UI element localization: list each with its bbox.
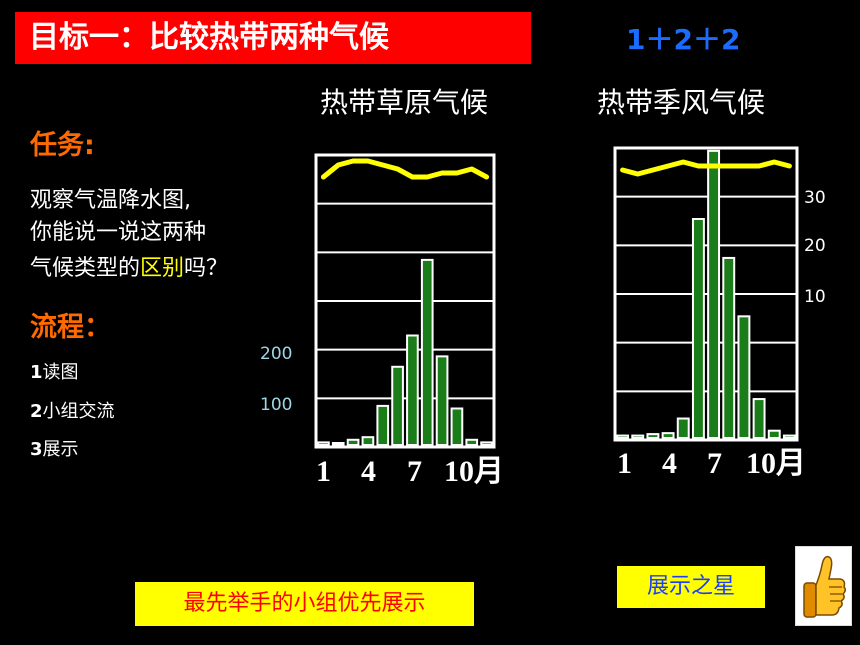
precip-bar — [767, 429, 781, 440]
score-badge: 1＋2＋2 — [626, 23, 741, 56]
highlight-difference: 区别 — [140, 256, 185, 281]
month-label: 1 — [617, 447, 632, 480]
month-label: 7 — [407, 455, 422, 488]
month-label: 1 — [316, 455, 331, 488]
precip-bar — [691, 218, 705, 439]
task-line-3: 气候类型的区别吗？ — [30, 256, 229, 281]
monsoon-climate-chart — [613, 146, 799, 442]
precip-bar — [346, 438, 360, 446]
temp-tick-30: 30 — [804, 188, 826, 208]
temp-tick-10: 10 — [804, 287, 826, 307]
chart-title-monsoon: 热带季风气候 — [597, 86, 766, 119]
precip-bar — [450, 407, 464, 446]
precip-bar — [631, 434, 645, 440]
page-title: 目标一：比较热带两种气候 — [15, 12, 531, 64]
savanna-climate-chart — [314, 153, 496, 449]
month-label: 10月 — [746, 447, 806, 480]
task-heading: 任务: — [30, 130, 95, 161]
star-label-box: 展示之星 — [617, 566, 765, 608]
task-line-2: 你能说一说这两种 — [30, 220, 207, 245]
process-step: 3展示 — [30, 439, 79, 460]
month-label: 4 — [662, 447, 677, 480]
chart-frame — [314, 153, 496, 449]
month-label: 4 — [361, 455, 376, 488]
precip-bar — [406, 334, 419, 446]
precip-bar — [782, 434, 796, 440]
precip-bar — [420, 258, 434, 446]
precip-bar — [737, 315, 751, 440]
precip-tick-100: 100 — [260, 395, 293, 415]
precip-bar — [616, 434, 630, 440]
precip-bar — [752, 398, 766, 440]
thumbs-up-icon — [795, 546, 852, 626]
precip-bar — [376, 404, 390, 446]
precip-bar — [391, 365, 404, 446]
precip-bar — [480, 441, 493, 446]
task-line-1: 观察气温降水图, — [30, 188, 191, 213]
temperature-line — [620, 159, 792, 177]
precip-bar — [676, 417, 690, 439]
precip-bar — [646, 433, 660, 439]
process-step: 1读图 — [30, 362, 79, 383]
chart-frame — [613, 146, 799, 442]
month-label: 7 — [707, 447, 722, 480]
month-label: 10月 — [444, 455, 504, 488]
precip-bar — [317, 441, 330, 446]
chart-title-savanna: 热带草原气候 — [320, 86, 489, 119]
notice-box: 最先举手的小组优先展示 — [135, 582, 474, 626]
precip-bar — [331, 442, 345, 446]
precip-bar — [465, 438, 479, 446]
precip-bar — [361, 436, 375, 446]
precip-bar — [661, 432, 675, 439]
precip-bar — [707, 149, 721, 439]
precip-tick-200: 200 — [260, 344, 293, 364]
temperature-line — [320, 158, 490, 180]
process-step: 2小组交流 — [30, 401, 115, 422]
precip-bar — [435, 355, 449, 447]
precip-bar — [722, 256, 736, 439]
temp-tick-20: 20 — [804, 236, 826, 256]
process-heading: 流程： — [30, 312, 111, 343]
